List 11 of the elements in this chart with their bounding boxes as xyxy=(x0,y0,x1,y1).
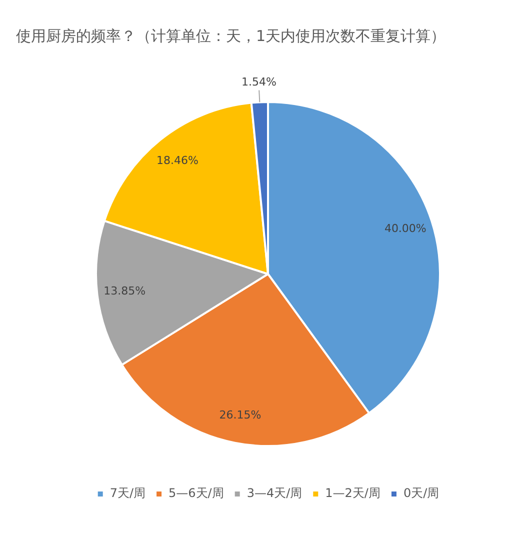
legend-label: 5—6天/周 xyxy=(168,486,224,500)
data-label: 18.46% xyxy=(156,154,198,168)
chart-title: 使用厨房的频率？（计算单位：天，1天内使用次数不重复计算） xyxy=(16,26,446,45)
data-label: 13.85% xyxy=(104,284,146,298)
legend-label: 1—2天/周 xyxy=(325,486,380,500)
legend-label: 0天/周 xyxy=(403,486,440,500)
legend-label: 3—4天/周 xyxy=(246,486,302,500)
data-label: 1.54% xyxy=(242,76,276,89)
data-label: 40.00% xyxy=(384,222,426,236)
legend-label: 7天/周 xyxy=(110,486,146,500)
data-label: 26.15% xyxy=(219,408,262,422)
